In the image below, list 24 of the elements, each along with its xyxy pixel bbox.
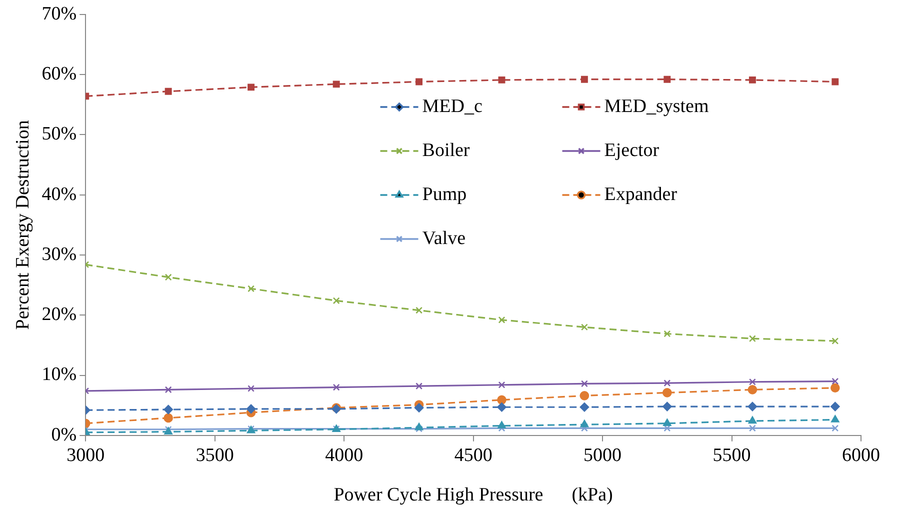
legend-label: MED_c <box>422 96 482 118</box>
y-tick-label: 10% <box>42 364 77 386</box>
x-tick-label: 4000 <box>325 444 364 466</box>
x-tick-label: 3000 <box>66 444 105 466</box>
legend-label: Expander <box>604 184 678 206</box>
y-axis-title: Percent Exergy Destruction <box>12 120 34 330</box>
x-tick-label: 5000 <box>584 444 622 466</box>
x-tick-label: 4500 <box>454 444 492 466</box>
y-tick-label: 30% <box>42 244 77 265</box>
y-tick-label: 70% <box>42 3 77 24</box>
x-axis-title: Power Cycle High Pressure (kPa) <box>334 484 613 506</box>
legend-label: Boiler <box>422 140 470 162</box>
legend-label: Ejector <box>604 140 660 162</box>
x-tick-label: 6000 <box>842 444 880 466</box>
y-tick-label: 40% <box>42 184 77 205</box>
y-tick-label: 20% <box>42 304 77 326</box>
x-tick-label: 5500 <box>712 444 751 466</box>
legend-label: MED_system <box>604 96 709 118</box>
legend-label: Pump <box>422 184 467 206</box>
y-tick-label: 0% <box>51 424 77 446</box>
y-tick-label: 50% <box>42 124 77 145</box>
x-tick-label: 3500 <box>196 444 234 466</box>
y-tick-label: 60% <box>42 64 77 85</box>
legend-label: Valve <box>422 228 466 250</box>
